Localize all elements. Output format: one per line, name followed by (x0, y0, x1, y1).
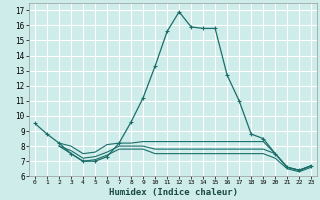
X-axis label: Humidex (Indice chaleur): Humidex (Indice chaleur) (108, 188, 238, 197)
